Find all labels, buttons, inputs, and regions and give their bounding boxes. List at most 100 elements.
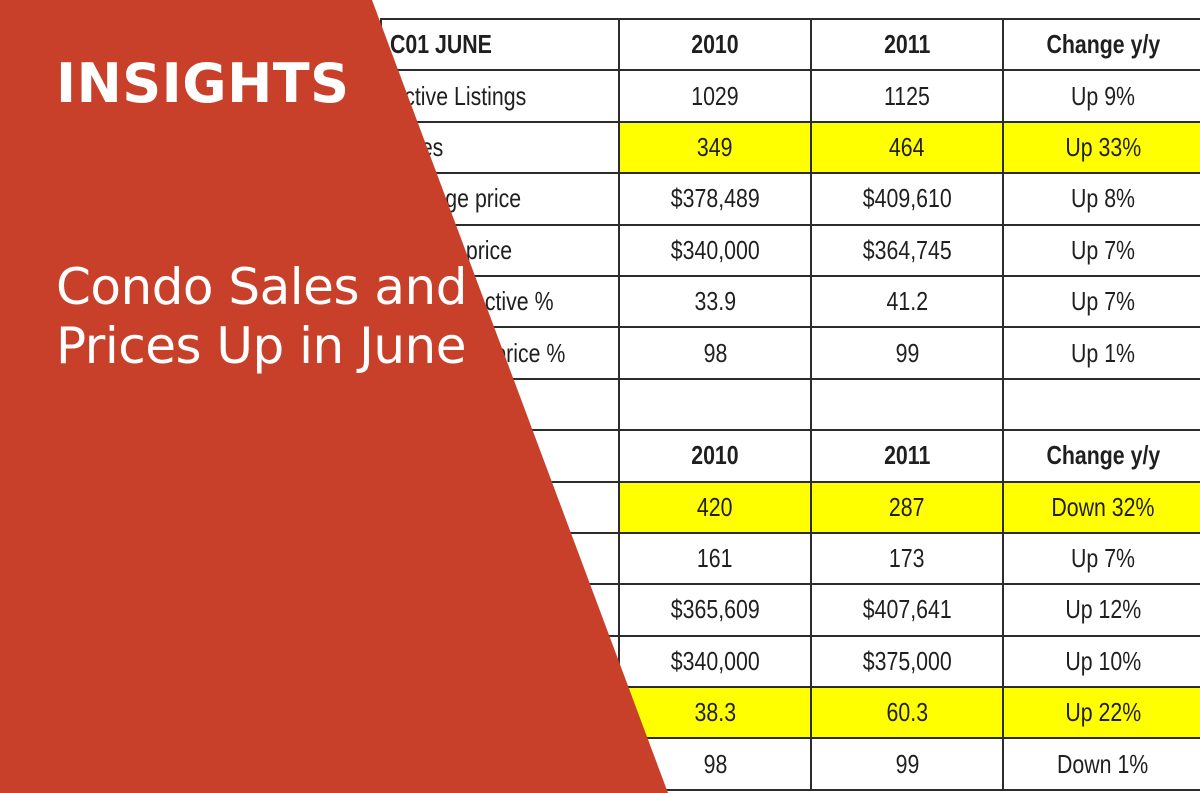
value-2011-cell: 41.2 <box>810 274 1004 329</box>
cell-text: $409,610 <box>862 183 952 214</box>
value-2010-cell: 33.9 <box>618 274 812 329</box>
row-label-cell: Median price <box>380 223 620 277</box>
cell-text: $407,641 <box>862 594 952 625</box>
table-header-row: 2010 2011 Change y/y <box>380 429 1200 483</box>
row-label-cell <box>380 429 620 483</box>
value-2010-cell: 98 <box>618 737 812 791</box>
change-yy-cell <box>1002 377 1200 432</box>
cell-text: $340,000 <box>670 645 760 676</box>
value-2011-cell: 2011 <box>810 17 1004 72</box>
value-2011-cell: 287 <box>810 480 1004 534</box>
row-label-cell <box>380 480 620 534</box>
table-row: 420 287 Down 32% <box>380 480 1200 534</box>
value-2011-cell: 173 <box>810 531 1004 586</box>
change-yy-cell: Up 12% <box>1002 583 1200 637</box>
cell-text: Up 7% <box>1070 234 1135 265</box>
table-row: 98 99 Down 1% <box>380 737 1200 791</box>
value-2010-cell: $365,609 <box>618 583 812 637</box>
row-label-cell <box>380 531 620 586</box>
cell-text: 1125 <box>884 80 930 111</box>
cell-text: Up 8% <box>1070 183 1135 214</box>
cell-text: 2010 <box>691 440 739 471</box>
table-row: Median price $340,000 $364,745 Up 7% <box>380 223 1200 277</box>
row-label-cell <box>380 634 620 689</box>
cell-text: 1029 <box>691 80 739 111</box>
table-row: Average price $378,489 $409,610 Up 8% <box>380 172 1200 226</box>
value-2010-cell: $340,000 <box>618 634 812 689</box>
cell-text: 2010 <box>691 29 739 60</box>
table-row: $365,609 $407,641 Up 12% <box>380 583 1200 637</box>
row-label-cell <box>380 737 620 791</box>
cell-text: Median price <box>390 234 513 265</box>
value-2010-cell: 38.3 <box>618 686 812 740</box>
cell-text: 98 <box>703 337 727 368</box>
cell-text: Up 7% <box>1070 543 1135 574</box>
cell-text: 38.3 <box>694 697 736 728</box>
value-2011-cell: 2011 <box>810 429 1004 483</box>
value-2010-cell: 98 <box>618 326 812 380</box>
change-yy-cell: Up 22% <box>1002 686 1200 740</box>
value-2010-cell: 2010 <box>618 429 812 483</box>
cell-text: 2011 <box>883 29 931 60</box>
value-2011-cell: 99 <box>810 737 1004 791</box>
change-yy-cell: Up 1% <box>1002 326 1200 380</box>
table-header-row: C01 JUNE 2010 2011 Change y/y <box>380 17 1200 72</box>
row-label-cell: Active Listings <box>380 69 620 123</box>
cell-text: Up 1% <box>1070 337 1135 368</box>
cell-text: Down 32% <box>1051 491 1155 522</box>
cell-text: $378,489 <box>670 183 760 214</box>
value-2011-cell: 99 <box>810 326 1004 380</box>
change-yy-cell: Down 32% <box>1002 480 1200 534</box>
value-2011-cell: $375,000 <box>810 634 1004 689</box>
cell-text: 99 <box>895 748 919 779</box>
change-yy-cell: Up 7% <box>1002 274 1200 329</box>
cell-text: Up 12% <box>1065 594 1141 625</box>
cell-text: 161 <box>697 543 733 574</box>
change-yy-cell: Change y/y <box>1002 17 1200 72</box>
change-yy-cell: Up 7% <box>1002 531 1200 586</box>
cell-text: $340,000 <box>670 234 760 265</box>
value-2011-cell: $409,610 <box>810 172 1004 226</box>
cell-text: Up 7% <box>1070 286 1135 317</box>
row-label-cell <box>380 686 620 740</box>
row-label-cell <box>380 583 620 637</box>
cell-text: C01 JUNE <box>390 29 492 60</box>
cell-text: Up 10% <box>1065 645 1141 676</box>
row-label-cell: Sales to active % <box>380 274 620 329</box>
cell-text: Change y/y <box>1046 440 1160 471</box>
value-2010-cell: $378,489 <box>618 172 812 226</box>
value-2011-cell: $364,745 <box>810 223 1004 277</box>
value-2010-cell: 1029 <box>618 69 812 123</box>
value-2011-cell <box>810 377 1004 432</box>
row-label-cell: Sales <box>380 120 620 175</box>
cell-text: 173 <box>889 543 925 574</box>
change-yy-cell: Up 10% <box>1002 634 1200 689</box>
cell-text: Up 22% <box>1065 697 1141 728</box>
table-row: 38.3 60.3 Up 22% <box>380 686 1200 740</box>
value-2011-cell: 60.3 <box>810 686 1004 740</box>
change-yy-cell: Up 9% <box>1002 69 1200 123</box>
cell-text: 33.9 <box>694 286 736 317</box>
value-2010-cell: 420 <box>618 480 812 534</box>
row-label-cell: C01 JUNE <box>380 17 620 72</box>
cell-text: 41.2 <box>886 286 928 317</box>
value-2011-cell: 1125 <box>810 69 1004 123</box>
value-2010-cell: 349 <box>618 120 812 175</box>
cell-text: 287 <box>889 491 925 522</box>
row-label-cell <box>380 377 620 432</box>
cell-text: 99 <box>895 337 919 368</box>
row-label-cell: Sale to list price % <box>380 326 620 380</box>
cell-text: Sale to list price % <box>390 337 566 368</box>
cell-text: Sales to active % <box>390 286 554 317</box>
table-spacer-row <box>380 377 1200 432</box>
cell-text: 420 <box>697 491 733 522</box>
cell-text: 60.3 <box>886 697 928 728</box>
cell-text: $364,745 <box>862 234 952 265</box>
cell-text: Change y/y <box>1046 29 1160 60</box>
table-row: Sale to list price % 98 99 Up 1% <box>380 326 1200 380</box>
value-2010-cell: 2010 <box>618 17 812 72</box>
cell-text: Average price <box>390 183 522 214</box>
row-label-cell: Average price <box>380 172 620 226</box>
cell-text: 349 <box>697 131 733 162</box>
